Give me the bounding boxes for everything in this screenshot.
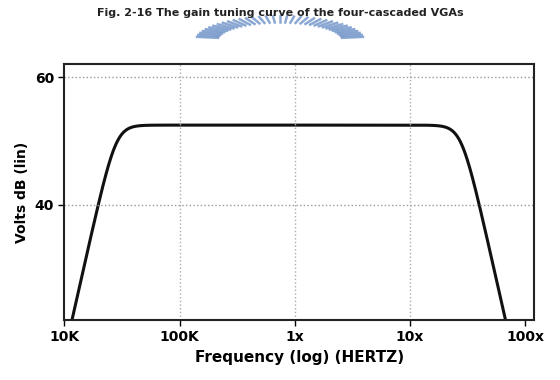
Y-axis label: Volts dB (lin): Volts dB (lin) xyxy=(15,142,29,243)
Text: Fig. 2-16 The gain tuning curve of the four-cascaded VGAs: Fig. 2-16 The gain tuning curve of the f… xyxy=(97,8,463,17)
X-axis label: Frequency (log) (HERTZ): Frequency (log) (HERTZ) xyxy=(195,350,404,365)
